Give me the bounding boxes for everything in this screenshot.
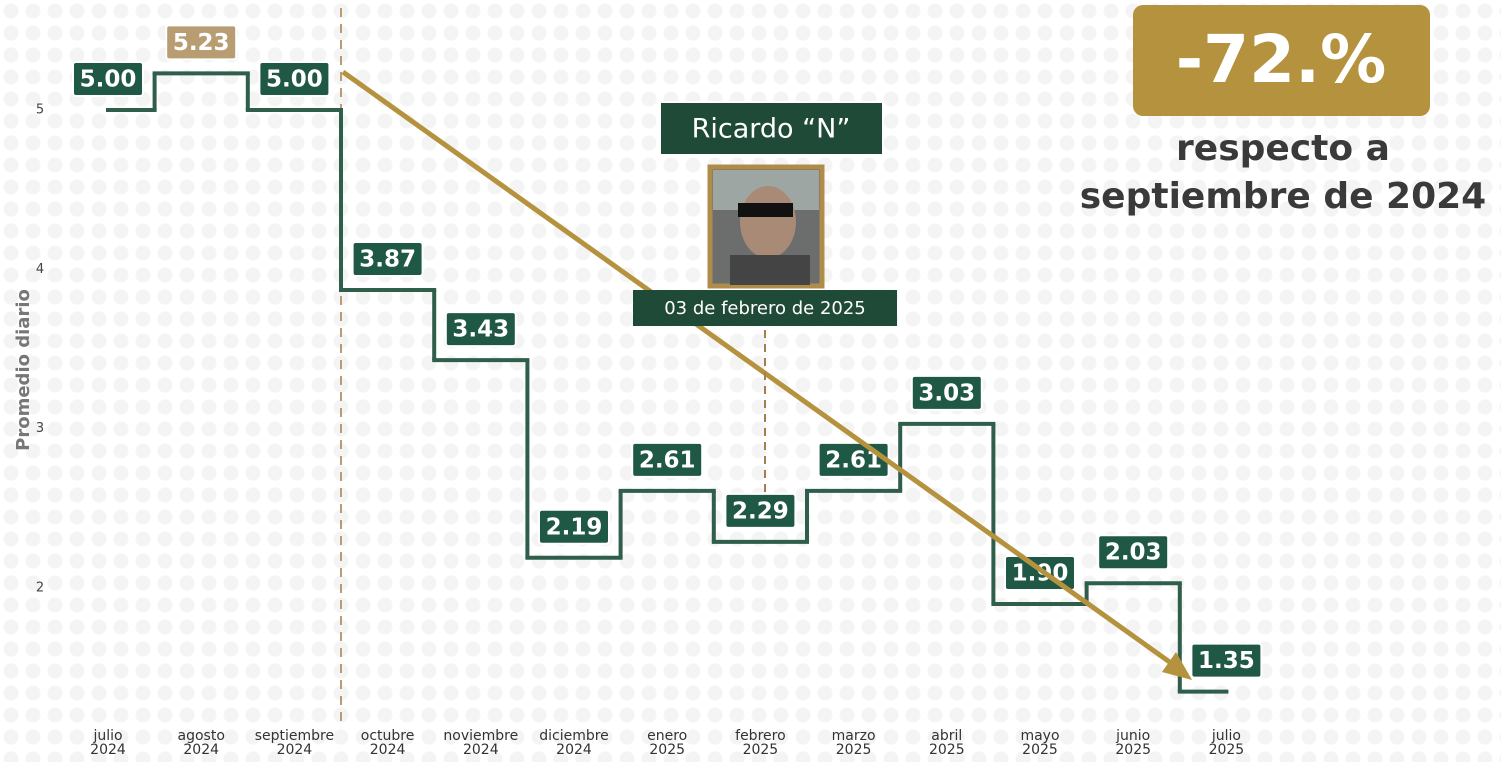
value-label: 5.00 bbox=[266, 67, 323, 93]
plot: 23455.005.235.003.873.432.192.612.292.61… bbox=[36, 8, 1263, 758]
value-label: 5.00 bbox=[80, 67, 137, 93]
value-label: 3.03 bbox=[918, 380, 975, 406]
arrow-head bbox=[1162, 652, 1192, 680]
x-tick-label: septiembre 2024 bbox=[255, 728, 334, 758]
y-tick-label: 5 bbox=[36, 103, 44, 118]
value-label: 2.61 bbox=[639, 447, 696, 473]
x-tick-label: noviembre 2024 bbox=[443, 728, 518, 758]
change-box bbox=[1133, 5, 1430, 116]
value-label: 2.03 bbox=[1105, 540, 1162, 566]
y-tick-label: 3 bbox=[36, 421, 44, 436]
value-label-box bbox=[72, 61, 144, 98]
x-tick-label: febrero 2025 bbox=[735, 728, 786, 758]
value-label: 2.19 bbox=[546, 514, 603, 540]
value-label-box bbox=[351, 241, 424, 278]
value-label-box bbox=[910, 374, 983, 411]
y-axis-label: Promedio diario bbox=[13, 289, 34, 451]
date-box bbox=[633, 290, 897, 326]
x-tick-label: diciembre 2024 bbox=[539, 728, 609, 758]
person-box bbox=[659, 101, 884, 156]
x-tick-label: enero 2025 bbox=[647, 728, 687, 758]
x-tick-label: agosto 2024 bbox=[178, 728, 225, 758]
x-tick-label: julio 2024 bbox=[90, 728, 126, 758]
value-label: 3.43 bbox=[452, 317, 509, 343]
value-label: 3.87 bbox=[359, 247, 416, 273]
change-note: septiembre de 2024 bbox=[1080, 176, 1486, 217]
person-name: Ricardo “N” bbox=[692, 114, 851, 145]
photo-bar bbox=[738, 203, 793, 217]
x-tick-label: julio 2025 bbox=[1209, 728, 1245, 758]
x-tick-label: marzo 2025 bbox=[832, 728, 876, 758]
trend-arrow bbox=[341, 69, 1180, 671]
value-label-box bbox=[165, 24, 238, 61]
value-label-box bbox=[1097, 534, 1170, 571]
y-tick-label: 2 bbox=[36, 581, 44, 596]
value-label-box bbox=[258, 61, 331, 98]
value-label-box bbox=[631, 441, 704, 478]
photo-face bbox=[740, 186, 796, 258]
x-tick-label: mayo 2025 bbox=[1020, 728, 1059, 758]
y-tick-label: 4 bbox=[36, 262, 44, 277]
x-tick-label: junio 2025 bbox=[1115, 728, 1151, 758]
x-tick-label: octubre 2024 bbox=[361, 728, 415, 758]
value-label-box bbox=[724, 492, 797, 529]
value-label-box bbox=[444, 311, 517, 348]
value-label: 5.23 bbox=[173, 30, 230, 56]
photo-shirt bbox=[730, 255, 810, 285]
event-date: 03 de febrero de 2025 bbox=[664, 298, 866, 319]
value-label-box bbox=[538, 508, 610, 545]
change-value: -72.% bbox=[1176, 21, 1386, 98]
change-note: respecto a bbox=[1176, 128, 1390, 169]
x-tick-label: abril 2025 bbox=[929, 728, 965, 758]
value-label: 2.29 bbox=[732, 498, 789, 524]
value-label: 1.35 bbox=[1198, 648, 1255, 674]
value-label-box bbox=[1190, 642, 1263, 679]
